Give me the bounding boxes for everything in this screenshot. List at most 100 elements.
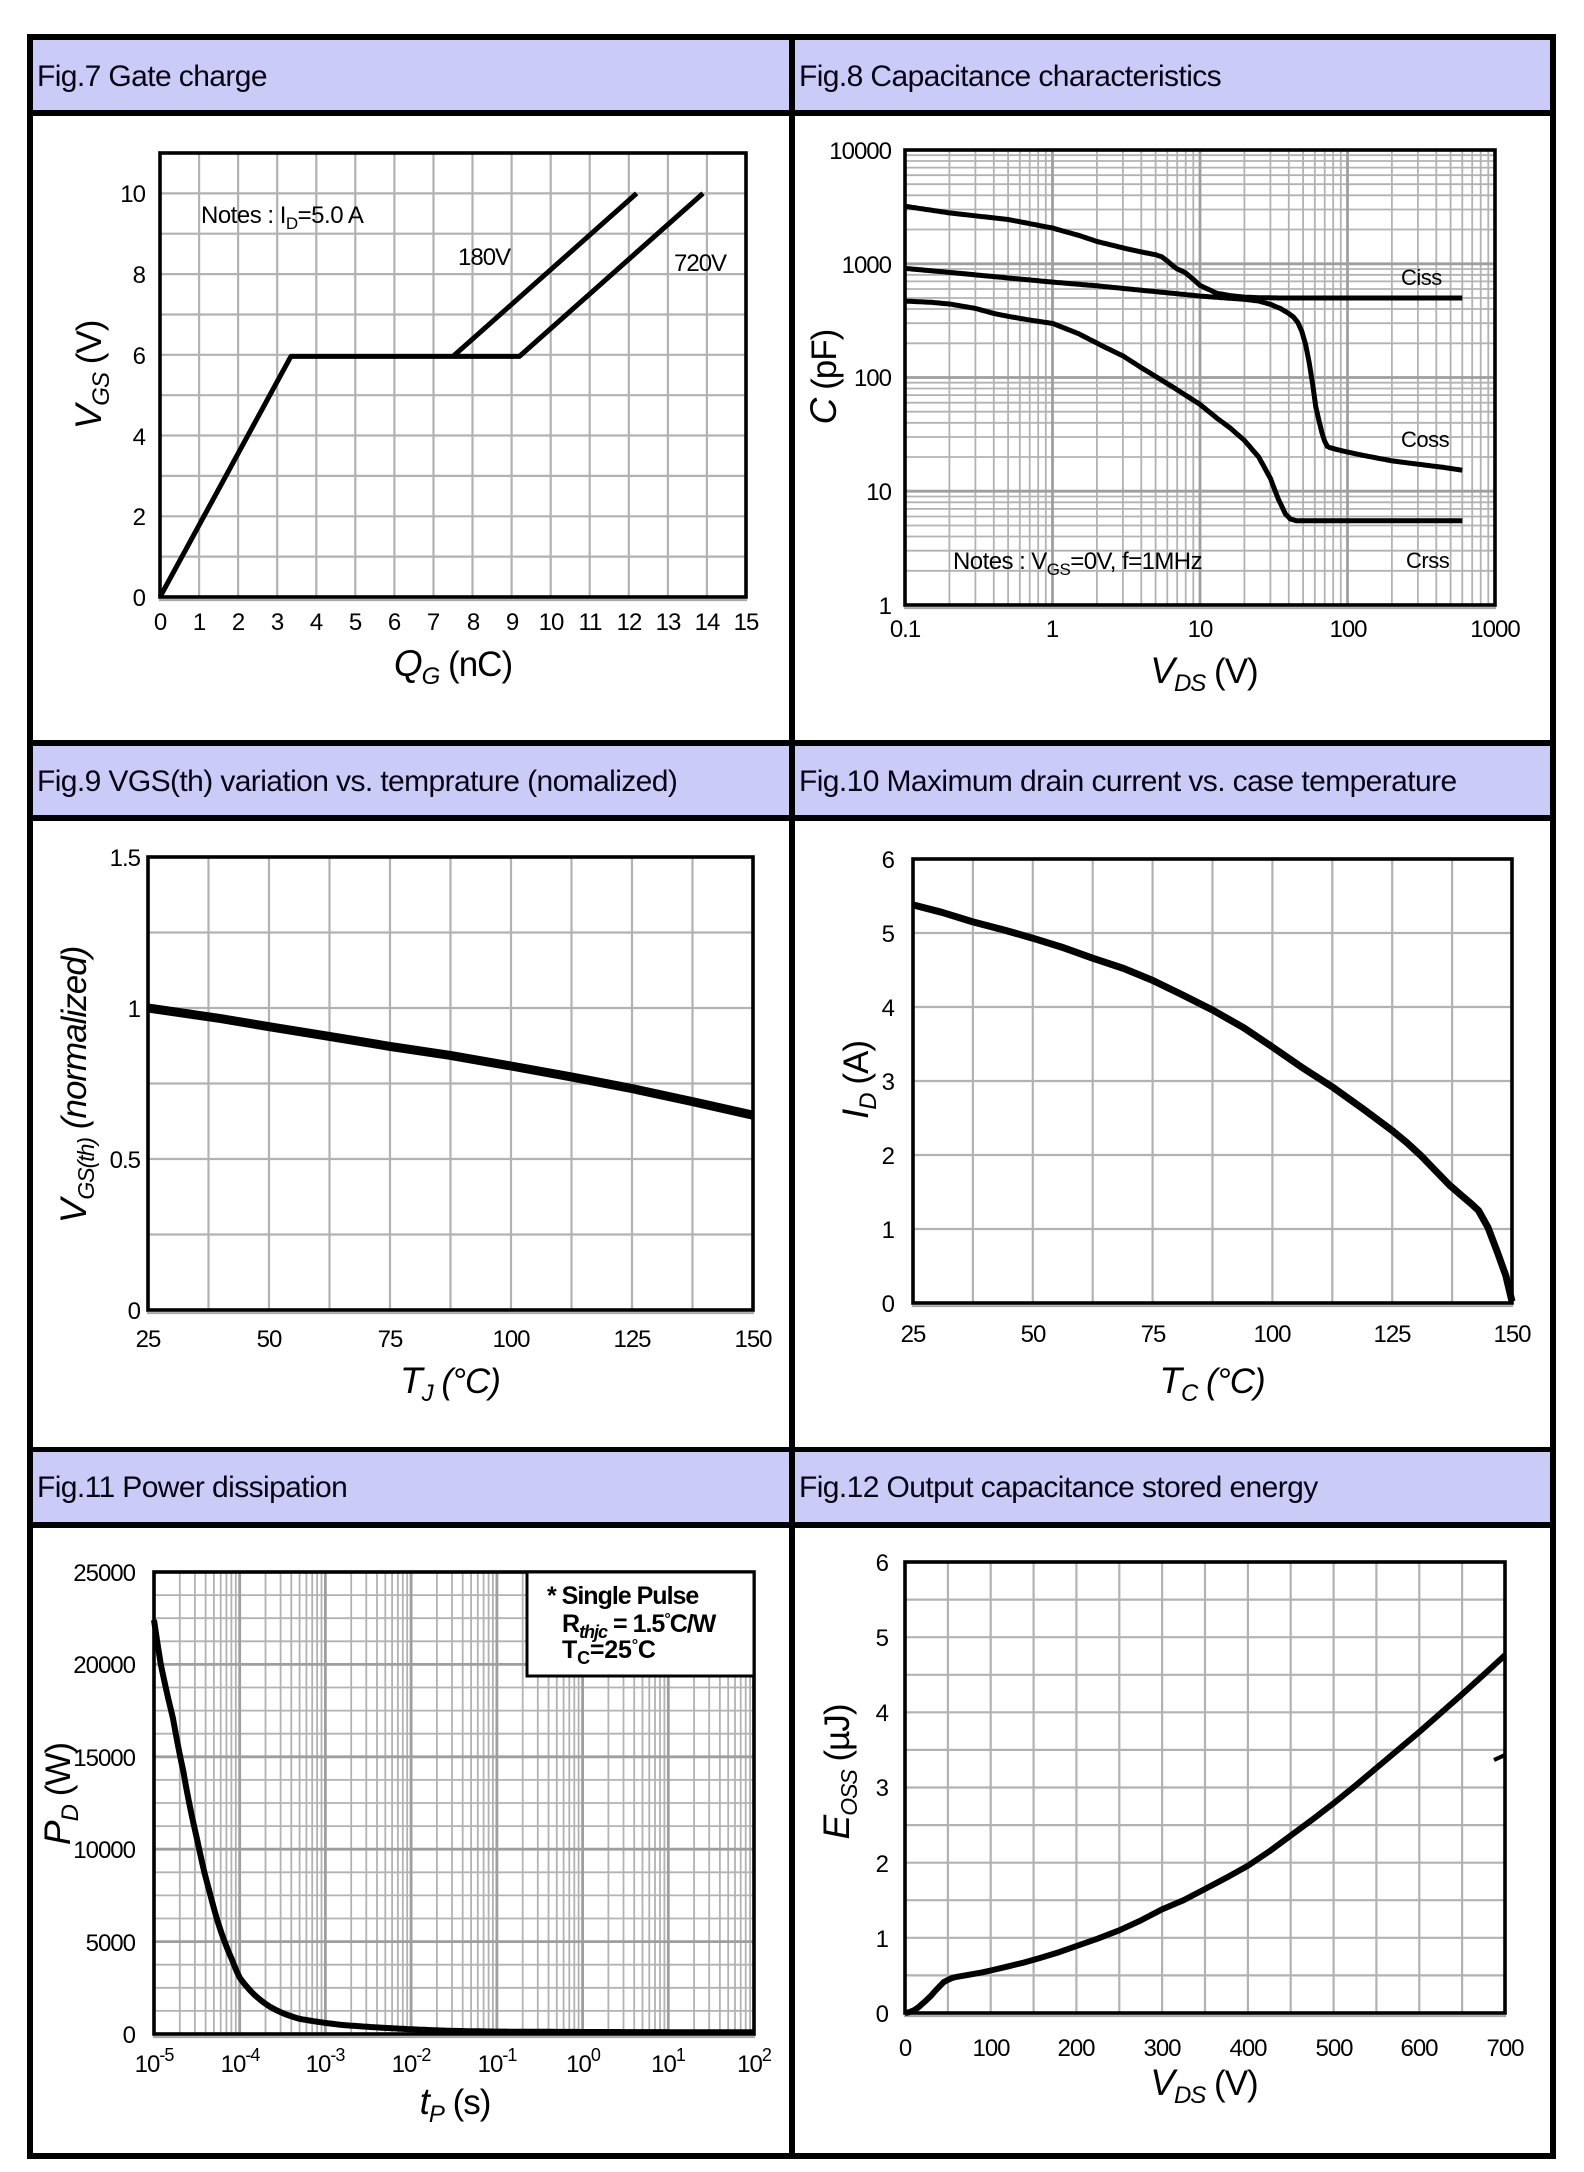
- svg-text:2: 2: [133, 504, 146, 531]
- svg-text:4: 4: [876, 1700, 889, 1727]
- svg-text:TC=25°C: TC=25°C: [562, 1636, 656, 1668]
- svg-text:4: 4: [882, 995, 895, 1022]
- svg-text:5000: 5000: [86, 1930, 136, 1957]
- svg-text:1: 1: [128, 996, 141, 1023]
- svg-text:25: 25: [136, 1326, 161, 1353]
- svg-text:15: 15: [734, 609, 759, 636]
- svg-text:0: 0: [899, 2035, 912, 2062]
- svg-text:7: 7: [427, 609, 440, 636]
- svg-text:700: 700: [1486, 2035, 1524, 2062]
- svg-text:50: 50: [1021, 1321, 1046, 1348]
- svg-text:1: 1: [882, 1217, 895, 1244]
- svg-text:Notes : VGS=0V, f=1MHz: Notes : VGS=0V, f=1MHz: [953, 548, 1202, 579]
- svg-text:0: 0: [128, 1298, 141, 1325]
- svg-text:QG (nC): QG (nC): [394, 643, 512, 690]
- svg-text:6: 6: [388, 609, 401, 636]
- svg-text:1.5: 1.5: [110, 845, 141, 872]
- svg-text:100: 100: [1329, 616, 1367, 643]
- svg-text:0.1: 0.1: [890, 616, 921, 643]
- svg-text:10: 10: [120, 181, 145, 208]
- svg-text:150: 150: [734, 1326, 772, 1353]
- svg-text:Notes : ID=5.0 A: Notes : ID=5.0 A: [201, 202, 364, 233]
- svg-text:600: 600: [1400, 2035, 1438, 2062]
- svg-text:1: 1: [1046, 616, 1059, 643]
- svg-text:10000: 10000: [829, 138, 891, 165]
- svg-text:5: 5: [876, 1625, 889, 1652]
- svg-text:4: 4: [133, 424, 146, 451]
- svg-text:Ciss: Ciss: [1401, 265, 1442, 290]
- svg-text:2: 2: [232, 609, 245, 636]
- svg-text:101: 101: [651, 2045, 686, 2078]
- svg-text:10: 10: [1188, 616, 1213, 643]
- svg-text:1: 1: [876, 1926, 889, 1953]
- svg-text:Fig.10 Maximum drain current v: Fig.10 Maximum drain current vs. case te…: [799, 765, 1457, 798]
- svg-text:10000: 10000: [73, 1837, 135, 1864]
- svg-text:180V: 180V: [458, 244, 511, 271]
- svg-text:0: 0: [876, 2001, 889, 2028]
- svg-text:0: 0: [133, 585, 146, 612]
- svg-text:10-3: 10-3: [306, 2045, 346, 2078]
- svg-text:C (pF): C (pF): [803, 330, 844, 425]
- svg-text:100: 100: [1253, 1321, 1291, 1348]
- svg-text:100: 100: [492, 1326, 530, 1353]
- svg-text:VDS (V): VDS (V): [1150, 650, 1257, 697]
- svg-text:Fig.7 Gate charge: Fig.7 Gate charge: [37, 60, 267, 93]
- svg-text:1: 1: [879, 593, 892, 620]
- svg-text:25: 25: [901, 1321, 926, 1348]
- svg-text:14: 14: [695, 609, 720, 636]
- svg-text:100: 100: [854, 365, 892, 392]
- svg-text:75: 75: [378, 1326, 403, 1353]
- svg-text:8: 8: [467, 609, 480, 636]
- svg-text:VDS (V): VDS (V): [1150, 2062, 1257, 2109]
- svg-text:75: 75: [1141, 1321, 1166, 1348]
- svg-text:20000: 20000: [73, 1652, 135, 1679]
- svg-text:6: 6: [882, 847, 895, 874]
- svg-text:25000: 25000: [73, 1560, 135, 1587]
- svg-text:EOSS (µJ): EOSS (µJ): [816, 1705, 862, 1840]
- svg-text:500: 500: [1315, 2035, 1353, 2062]
- svg-text:TC (°C): TC (°C): [1159, 1360, 1264, 1407]
- svg-text:11: 11: [579, 609, 603, 636]
- svg-text:3: 3: [876, 1775, 889, 1802]
- svg-text:13: 13: [656, 609, 681, 636]
- svg-text:Fig.12 Output capacitance stor: Fig.12 Output capacitance stored energy: [799, 1471, 1318, 1504]
- svg-text:9: 9: [506, 609, 519, 636]
- svg-text:0: 0: [154, 609, 167, 636]
- svg-text:5: 5: [882, 921, 895, 948]
- svg-text:VGS (V): VGS (V): [68, 321, 115, 430]
- svg-text:Coss: Coss: [1401, 427, 1450, 452]
- svg-text:1000: 1000: [842, 252, 892, 279]
- svg-text:150: 150: [1493, 1321, 1531, 1348]
- svg-text:2: 2: [876, 1851, 889, 1878]
- svg-text:15000: 15000: [73, 1745, 135, 1772]
- svg-text:400: 400: [1229, 2035, 1267, 2062]
- svg-text:125: 125: [1373, 1321, 1411, 1348]
- svg-text:1: 1: [193, 609, 206, 636]
- svg-text:2: 2: [882, 1143, 895, 1170]
- svg-text:720V: 720V: [674, 250, 727, 277]
- svg-text:50: 50: [257, 1326, 282, 1353]
- svg-text:8: 8: [133, 262, 146, 289]
- svg-text:6: 6: [133, 343, 146, 370]
- svg-text:* Single Pulse: * Single Pulse: [547, 1582, 699, 1610]
- svg-text:300: 300: [1143, 2035, 1181, 2062]
- svg-text:Crss: Crss: [1406, 548, 1450, 573]
- svg-text:Fig.8 Capacitance characterist: Fig.8 Capacitance characteristics: [799, 60, 1221, 93]
- svg-text:6: 6: [876, 1550, 889, 1577]
- svg-text:3: 3: [271, 609, 284, 636]
- svg-text:Fig.9 VGS(th) variation vs. te: Fig.9 VGS(th) variation vs. temprature (…: [37, 765, 677, 798]
- svg-text:5: 5: [349, 609, 362, 636]
- svg-text:0: 0: [882, 1291, 895, 1318]
- svg-text:12: 12: [617, 609, 642, 636]
- svg-text:10: 10: [539, 609, 564, 636]
- svg-text:4: 4: [310, 609, 323, 636]
- svg-text:VGS(th) (normalized): VGS(th) (normalized): [53, 947, 99, 1224]
- svg-text:3: 3: [882, 1069, 895, 1096]
- svg-text:10: 10: [866, 479, 891, 506]
- svg-text:100: 100: [972, 2035, 1010, 2062]
- svg-text:0: 0: [123, 2022, 136, 2049]
- svg-text:1000: 1000: [1470, 616, 1520, 643]
- svg-text:0.5: 0.5: [110, 1147, 141, 1174]
- svg-text:TJ (°C): TJ (°C): [400, 1360, 500, 1407]
- svg-text:125: 125: [613, 1326, 651, 1353]
